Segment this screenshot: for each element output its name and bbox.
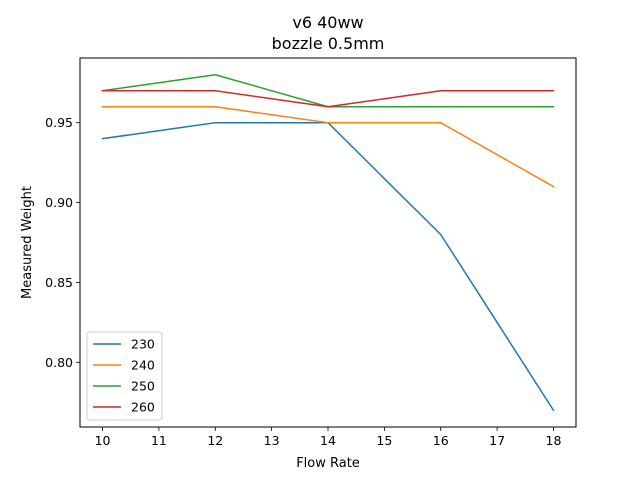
legend-label-240: 240 [131, 358, 155, 373]
legend-label-260: 260 [131, 400, 155, 415]
legend: 230 240 250 260 [86, 331, 163, 421]
series-layer [101, 74, 555, 412]
x-tick-label: 18 [546, 433, 562, 448]
x-tick-label: 15 [376, 433, 392, 448]
x-tick-label: 12 [207, 433, 223, 448]
x-tick-label: 13 [264, 433, 280, 448]
y-tick-label: 0.85 [45, 275, 73, 290]
legend-label-250: 250 [131, 379, 155, 394]
series-line-260 [101, 90, 555, 108]
series-line-240 [101, 105, 555, 188]
chart-title: v6 40ww [292, 13, 363, 32]
x-tick-label: 10 [95, 433, 111, 448]
x-axis-ticks: 10 11 12 13 14 15 16 17 18 [95, 427, 562, 448]
legend-label-230: 230 [131, 337, 155, 352]
x-tick-label: 14 [320, 433, 336, 448]
legend-box [86, 331, 163, 421]
y-axis-ticks: 0.80 0.85 0.90 0.95 [45, 115, 80, 370]
x-tick-label: 17 [489, 433, 505, 448]
x-axis-label: Flow Rate [296, 456, 360, 471]
y-tick-label: 0.80 [45, 355, 73, 370]
plot-frame [79, 57, 577, 428]
y-tick-label: 0.95 [45, 115, 73, 130]
series-line-230 [101, 121, 555, 412]
chart-subtitle: bozzle 0.5mm [272, 34, 385, 53]
x-tick-label: 11 [151, 433, 167, 448]
y-axis-label: Measured Weight [20, 186, 35, 299]
x-tick-label: 16 [433, 433, 449, 448]
y-tick-label: 0.90 [45, 195, 73, 210]
